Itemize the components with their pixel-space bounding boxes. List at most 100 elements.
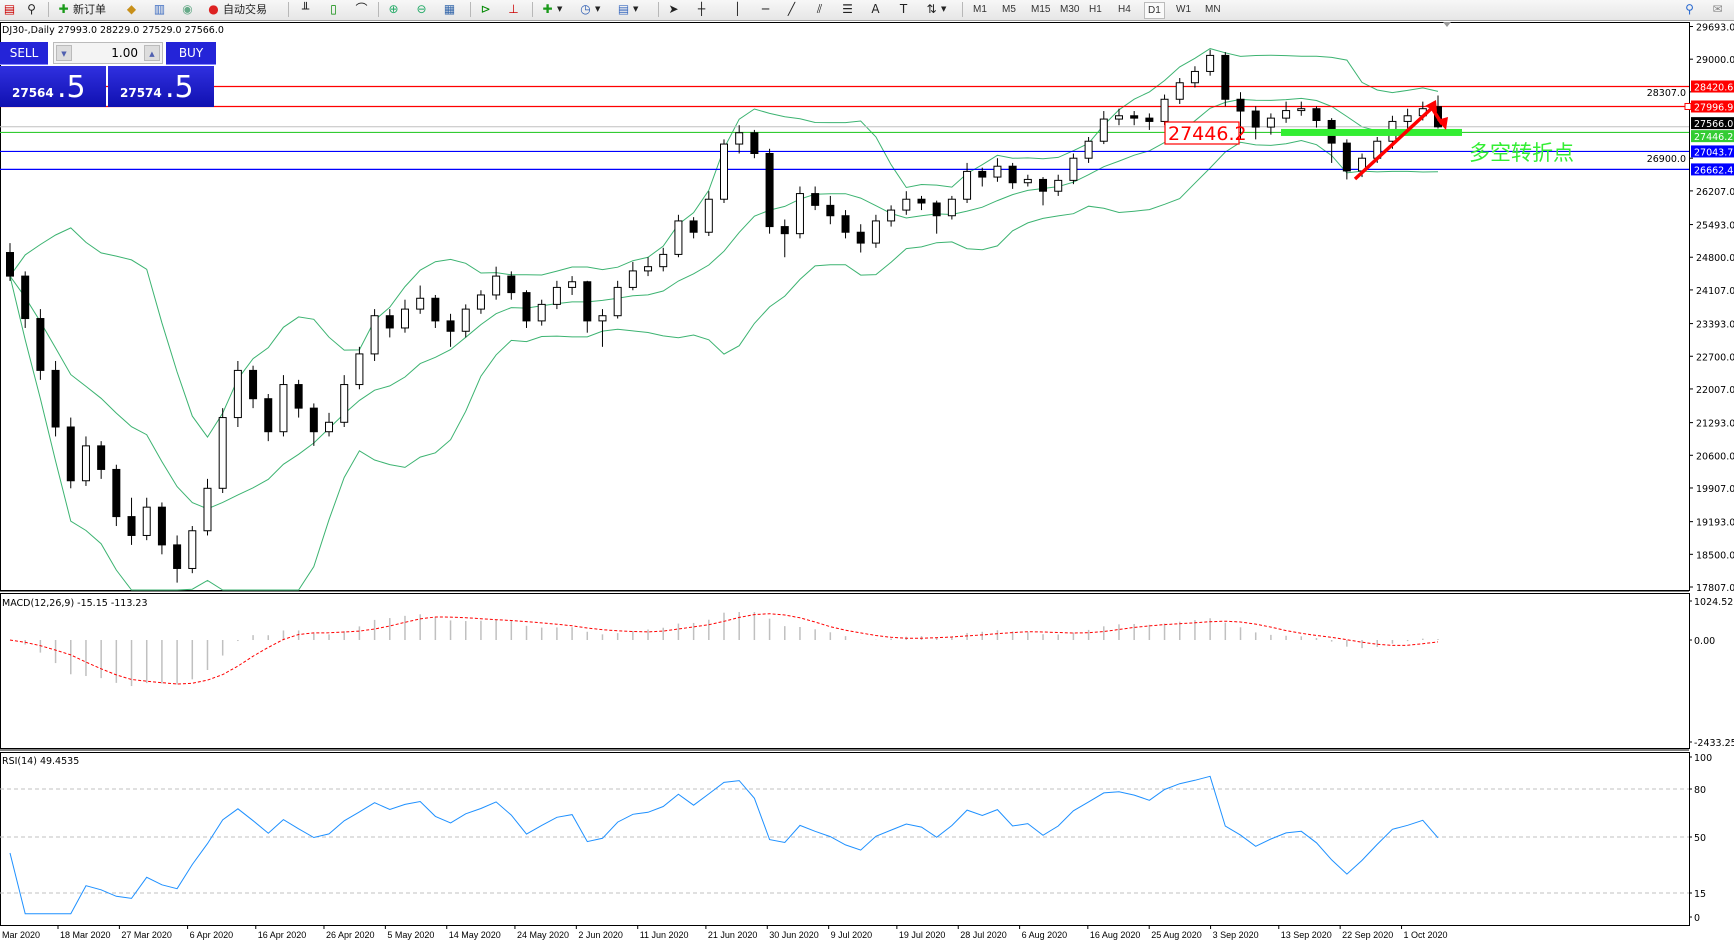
bar-chart-button[interactable]: ╨: [298, 1, 313, 18]
market-watch-button[interactable]: ▥: [152, 1, 167, 18]
candle-body: [294, 384, 303, 409]
rsi-tick-label: 100: [1694, 753, 1712, 764]
new-chart-icon: ▤: [3, 2, 16, 16]
zoom-search-button[interactable]: ⚲: [24, 1, 39, 18]
lot-size-field[interactable]: ▼ 1.00 ▲: [53, 42, 163, 64]
candlestick-icon: ▯: [330, 2, 337, 16]
candle: [51, 360, 60, 437]
candle: [628, 261, 637, 291]
sell-price-pips: .5: [57, 70, 86, 105]
timeframe-h4[interactable]: H4: [1118, 4, 1131, 15]
candle-body: [932, 202, 941, 217]
horizontal-line-icon: ─: [761, 2, 770, 16]
arrows-button[interactable]: ⇅ ▼: [924, 1, 946, 18]
auto-trading-button[interactable]: ● 自动交易: [206, 1, 267, 18]
channel-button[interactable]: ⫽: [812, 1, 827, 18]
candle-body: [780, 226, 789, 235]
text-button[interactable]: A: [868, 1, 883, 18]
sell-price-button[interactable]: 27564 .5: [0, 66, 106, 107]
horizontal-line-button[interactable]: ─: [758, 1, 773, 18]
tile-icon: ▦: [443, 2, 456, 16]
candle-body: [1023, 178, 1032, 184]
indicators-button[interactable]: ✚ ▼: [540, 1, 562, 18]
timeframe-d1[interactable]: D1: [1144, 2, 1165, 19]
periods-button[interactable]: ◷ ▼: [578, 1, 600, 18]
new-order-button[interactable]: ✚ 新订单: [56, 1, 106, 18]
candle-body: [127, 516, 136, 536]
search-button[interactable]: ⚲: [1682, 1, 1697, 18]
date-tick-label: 27 Mar 2020: [121, 930, 172, 940]
vertical-line-icon: │: [733, 2, 742, 16]
crosshair-button[interactable]: ┼: [694, 1, 709, 18]
crosshair-icon: ┼: [697, 2, 706, 16]
timeframe-h1[interactable]: H1: [1089, 4, 1102, 15]
candle: [340, 375, 349, 427]
buy-button[interactable]: BUY: [166, 42, 216, 65]
candle-body: [613, 286, 622, 317]
trend-arrow[interactable]: [1353, 106, 1444, 181]
timeframe-w1[interactable]: W1: [1176, 4, 1191, 15]
templates-button[interactable]: ▤ ▼: [616, 1, 639, 18]
bollinger-middle: [9, 97, 1439, 510]
candle: [446, 313, 455, 347]
candle-body: [279, 384, 288, 433]
candle: [750, 129, 759, 159]
cursor-button[interactable]: ➤: [666, 1, 681, 18]
candle: [249, 365, 258, 409]
text-label-icon: T: [899, 2, 908, 16]
candle-body: [856, 231, 865, 244]
timeframe-m30[interactable]: M30: [1060, 4, 1080, 15]
signals-button[interactable]: ◉: [180, 1, 195, 18]
auto-scroll-button[interactable]: ⊳: [478, 1, 493, 18]
lot-increase-button[interactable]: ▲: [144, 45, 160, 61]
level-box[interactable]: [1164, 121, 1240, 145]
timeframe-mn[interactable]: MN: [1205, 4, 1221, 15]
candle-body: [1008, 165, 1017, 184]
pivot-zone-rectangle[interactable]: [1281, 128, 1462, 136]
candle-body: [203, 487, 212, 532]
annotations[interactable]: 27446.2 多空转折点: [1164, 100, 1574, 181]
new-chart-button[interactable]: ▤: [2, 1, 17, 18]
candle-body: [689, 220, 698, 233]
candle-body: [1175, 82, 1184, 100]
timeframe-m15[interactable]: M15: [1031, 4, 1051, 15]
current-price-label: 27566.0: [1694, 119, 1733, 130]
community-button[interactable]: ✉: [1710, 1, 1725, 18]
fibonacci-button[interactable]: ☰: [840, 1, 855, 18]
price-tick-label: 22007.0: [1696, 385, 1734, 396]
lot-decrease-button[interactable]: ▼: [56, 45, 72, 61]
candle: [1145, 113, 1154, 130]
zoom-in-button[interactable]: ⊕: [386, 1, 401, 18]
horizontal-lines[interactable]: [0, 85, 1692, 171]
date-tick-label: 19 Jul 2020: [899, 930, 946, 940]
chart-shift-marker-icon[interactable]: [1443, 22, 1451, 27]
zoom-out-button[interactable]: ⊖: [414, 1, 429, 18]
candle: [659, 247, 668, 272]
candle: [1175, 78, 1184, 104]
timeframe-m5[interactable]: M5: [1002, 4, 1016, 15]
chart-shift-button[interactable]: ⊥: [506, 1, 521, 18]
timeframe-m1[interactable]: M1: [973, 4, 987, 15]
line-chart-button[interactable]: ⌒: [354, 1, 369, 18]
price-tick-label: 24800.0: [1696, 253, 1734, 264]
candle-body: [507, 275, 516, 294]
bollinger-lower: [9, 139, 1439, 591]
text-label-button[interactable]: T: [896, 1, 911, 18]
candle-body: [492, 275, 501, 296]
candle: [1069, 153, 1078, 185]
buy-price-button[interactable]: 27574 .5: [108, 66, 214, 107]
trendline-button[interactable]: ╱: [784, 1, 799, 18]
candlestick-button[interactable]: ▯: [326, 1, 341, 18]
rsi-label: RSI(14) 49.4535: [2, 756, 79, 767]
candle-body: [385, 315, 394, 329]
candle-body: [112, 468, 121, 518]
rsi-tick-label: 15: [1694, 889, 1706, 900]
sell-button[interactable]: SELL: [0, 42, 48, 65]
experts-button[interactable]: ◆: [124, 1, 139, 18]
candle: [370, 309, 379, 361]
line-chart-icon: ⌒: [355, 2, 368, 16]
tile-windows-button[interactable]: ▦: [442, 1, 457, 18]
vertical-line-button[interactable]: │: [730, 1, 745, 18]
line-handle-icon[interactable]: [1684, 102, 1692, 110]
